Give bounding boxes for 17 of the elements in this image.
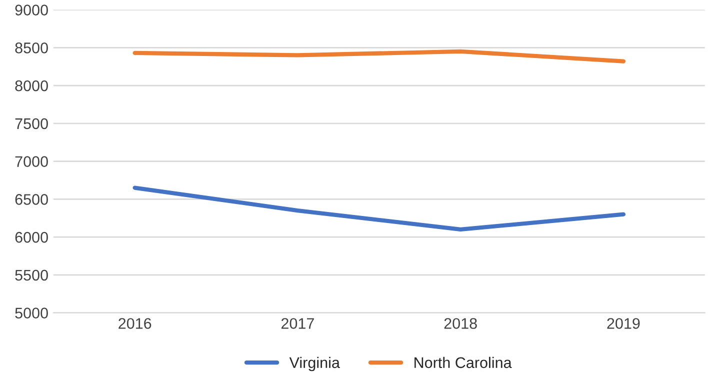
y-tick-label: 5000 xyxy=(15,308,48,318)
y-tick-label: 9000 xyxy=(15,4,48,16)
y-tick-label: 6500 xyxy=(15,194,48,205)
line-series xyxy=(132,49,626,64)
y-tick-label: 7000 xyxy=(15,156,48,167)
x-tick-label: 2017 xyxy=(281,318,314,329)
line-series xyxy=(132,186,626,232)
x-tick-label: 2019 xyxy=(607,318,640,329)
y-tick-label: 8500 xyxy=(15,42,48,54)
x-tick-label: 2018 xyxy=(444,318,477,329)
y-tick-label: 6000 xyxy=(15,232,48,243)
x-tick-label: 2016 xyxy=(118,318,152,329)
y-tick-label: 7500 xyxy=(15,118,48,130)
y-tick-label: 5500 xyxy=(15,270,48,281)
legend-label: North Carolina xyxy=(414,356,512,368)
legend-label: Virginia xyxy=(289,356,340,372)
y-tick-label: 8000 xyxy=(15,80,48,92)
